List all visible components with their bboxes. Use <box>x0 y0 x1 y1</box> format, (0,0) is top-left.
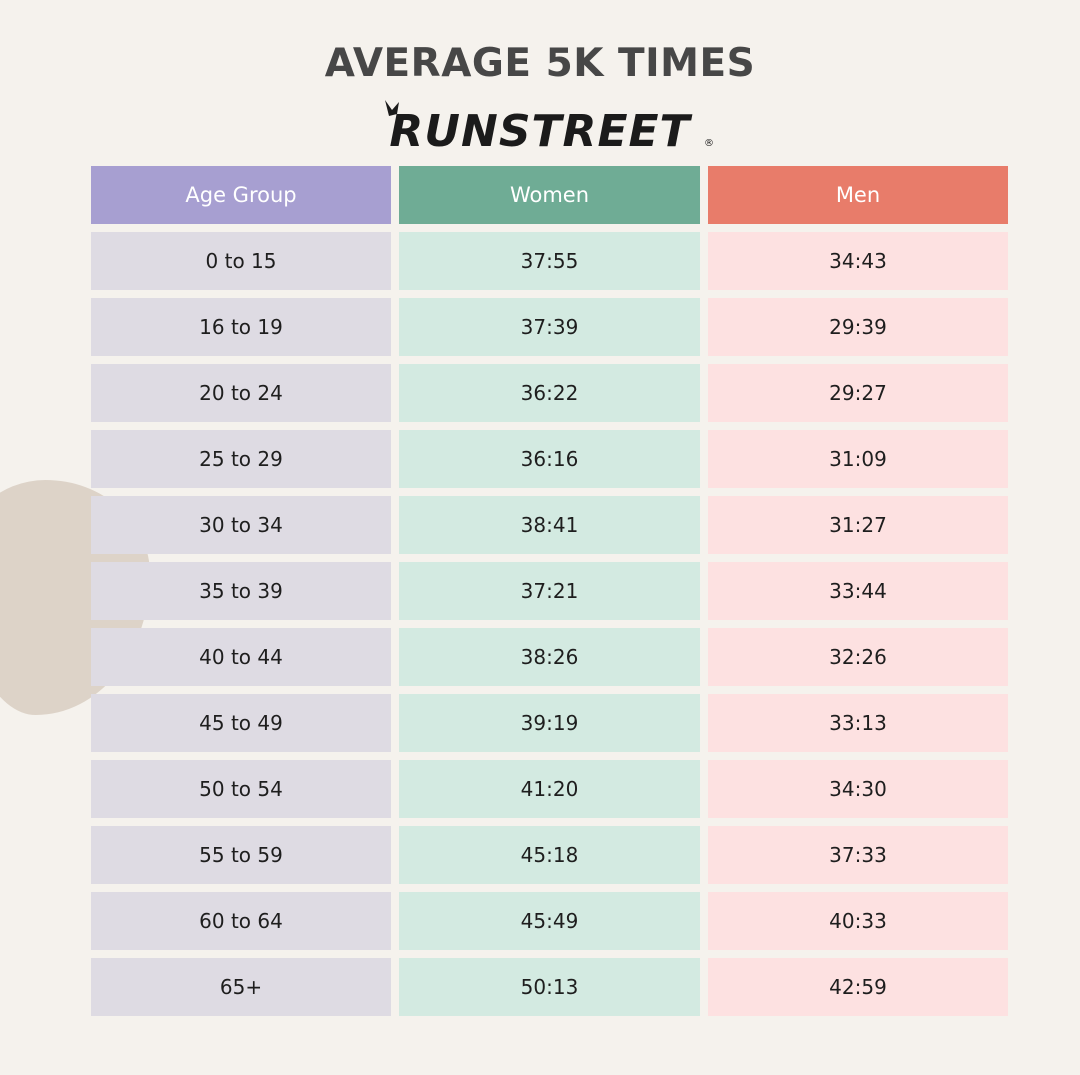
age-group-cell: 45 to 49 <box>91 694 391 752</box>
age-group-cell: 65+ <box>91 958 391 1016</box>
men-time-cell: 31:09 <box>708 430 1008 488</box>
age-group-cell: 35 to 39 <box>91 562 391 620</box>
age-group-cell: 40 to 44 <box>91 628 391 686</box>
women-time-cell: 50:13 <box>399 958 700 1016</box>
age-group-cell: 16 to 19 <box>91 298 391 356</box>
women-time-cell: 45:18 <box>399 826 700 884</box>
men-time-cell: 31:27 <box>708 496 1008 554</box>
men-time-cell: 29:39 <box>708 298 1008 356</box>
table-row: 55 to 59 45:18 37:33 <box>91 826 1008 884</box>
header-women: Women <box>399 166 700 224</box>
men-time-cell: 29:27 <box>708 364 1008 422</box>
women-time-cell: 36:22 <box>399 364 700 422</box>
table-row: 35 to 39 37:21 33:44 <box>91 562 1008 620</box>
table-row: 50 to 54 41:20 34:30 <box>91 760 1008 818</box>
page-title: AVERAGE 5K TIMES <box>324 41 756 86</box>
table-row: 45 to 49 39:19 33:13 <box>91 694 1008 752</box>
women-time-cell: 45:49 <box>399 892 700 950</box>
table-row: 65+ 50:13 42:59 <box>91 958 1008 1016</box>
age-group-cell: 50 to 54 <box>91 760 391 818</box>
svg-text:®: ® <box>704 138 714 149</box>
women-time-cell: 37:39 <box>399 298 700 356</box>
men-time-cell: 33:44 <box>708 562 1008 620</box>
age-group-cell: 20 to 24 <box>91 364 391 422</box>
table-row: 40 to 44 38:26 32:26 <box>91 628 1008 686</box>
age-group-cell: 0 to 15 <box>91 232 391 290</box>
age-group-cell: 25 to 29 <box>91 430 391 488</box>
men-time-cell: 33:13 <box>708 694 1008 752</box>
men-time-cell: 42:59 <box>708 958 1008 1016</box>
header-age-group: Age Group <box>91 166 391 224</box>
runstreet-logo: RUNSTREET ® <box>0 96 1080 152</box>
women-time-cell: 38:26 <box>399 628 700 686</box>
times-table: Age Group Women Men 0 to 15 37:55 34:43 16 … <box>91 166 1008 1024</box>
women-time-cell: 37:21 <box>399 562 700 620</box>
women-time-cell: 38:41 <box>399 496 700 554</box>
men-time-cell: 34:43 <box>708 232 1008 290</box>
men-time-cell: 40:33 <box>708 892 1008 950</box>
svg-text:RUNSTREET: RUNSTREET <box>389 106 692 152</box>
age-group-cell: 30 to 34 <box>91 496 391 554</box>
women-time-cell: 37:55 <box>399 232 700 290</box>
age-group-cell: 60 to 64 <box>91 892 391 950</box>
table-row: 20 to 24 36:22 29:27 <box>91 364 1008 422</box>
men-time-cell: 32:26 <box>708 628 1008 686</box>
table-row: 25 to 29 36:16 31:09 <box>91 430 1008 488</box>
table-row: 16 to 19 37:39 29:39 <box>91 298 1008 356</box>
header-men: Men <box>708 166 1008 224</box>
runstreet-logo-image: RUNSTREET ® <box>385 100 714 152</box>
table-row: 30 to 34 38:41 31:27 <box>91 496 1008 554</box>
table-row: 60 to 64 45:49 40:33 <box>91 892 1008 950</box>
table-header-row: Age Group Women Men <box>91 166 1008 224</box>
age-group-cell: 55 to 59 <box>91 826 391 884</box>
men-time-cell: 34:30 <box>708 760 1008 818</box>
women-time-cell: 36:16 <box>399 430 700 488</box>
men-time-cell: 37:33 <box>708 826 1008 884</box>
table-row: 0 to 15 37:55 34:43 <box>91 232 1008 290</box>
logo-wolf-mark <box>385 100 399 116</box>
women-time-cell: 39:19 <box>399 694 700 752</box>
women-time-cell: 41:20 <box>399 760 700 818</box>
